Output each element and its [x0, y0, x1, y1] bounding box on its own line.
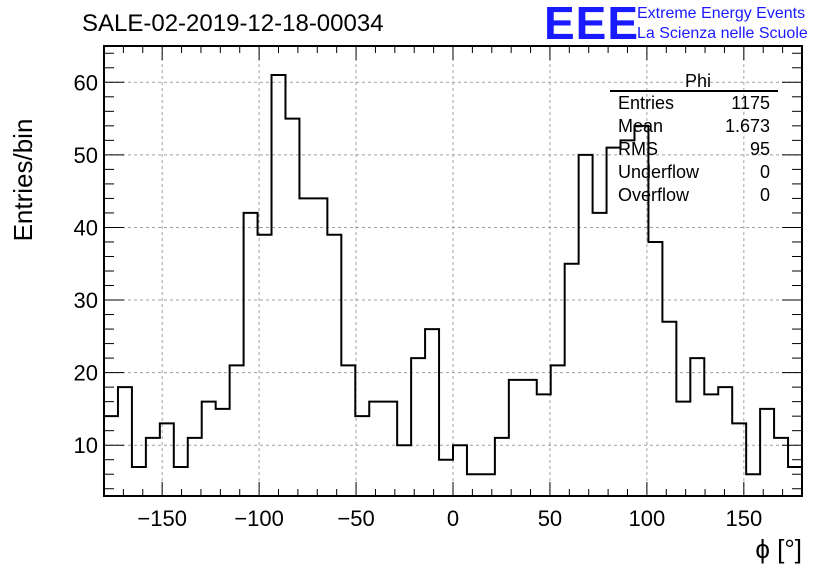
- eee-logo: EEE: [544, 0, 640, 49]
- y-tick-label: 20: [74, 361, 98, 386]
- stats-label: RMS: [618, 139, 658, 159]
- x-tick-label: 100: [629, 506, 666, 531]
- x-tick-labels: −150 −100 −50 0 50 100 150: [137, 506, 762, 531]
- stats-label: Mean: [618, 116, 664, 136]
- y-tick-label: 40: [74, 215, 98, 240]
- x-tick-label: 50: [538, 506, 562, 531]
- stats-row: Overflow 0: [610, 184, 778, 207]
- stats-name: Phi: [610, 72, 778, 92]
- stats-value: 0: [759, 162, 770, 182]
- chart-title: SALE-02-2019-12-18-00034: [82, 10, 384, 37]
- stats-value: 95: [749, 139, 770, 159]
- y-tick-label: 50: [74, 143, 98, 168]
- stats-box: Phi Entries 1175 Mean 1.673 RMS 95 Underflo…: [610, 72, 778, 207]
- y-axis-label: Entries/bin: [8, 118, 38, 242]
- stats-value: 1175: [731, 93, 770, 113]
- x-tick-label: 150: [725, 506, 762, 531]
- grid-lines: [104, 46, 802, 496]
- logo-caption-line2: La Scienza nelle Scuole: [637, 25, 808, 42]
- histogram-line: [104, 74, 802, 476]
- stats-row: Mean 1.673: [610, 115, 778, 138]
- x-axis-label: ϕ [°]: [755, 534, 802, 564]
- y-tick-labels: 10 20 30 40 50 60: [74, 70, 98, 458]
- stats-value: 0: [759, 185, 770, 205]
- axis-ticks: [104, 46, 802, 496]
- stats-row: Entries 1175: [610, 92, 778, 115]
- y-tick-label: 60: [74, 70, 98, 95]
- x-tick-label: 0: [447, 506, 459, 531]
- stats-row: Underflow 0: [610, 161, 778, 184]
- y-tick-label: 30: [74, 288, 98, 313]
- stats-row: RMS 95: [610, 138, 778, 161]
- stats-value: 1.673: [724, 116, 770, 136]
- x-tick-label: −50: [337, 506, 374, 531]
- stats-label: Entries: [618, 93, 675, 113]
- x-tick-label: −150: [137, 506, 187, 531]
- stats-label: Overflow: [618, 185, 690, 205]
- x-tick-label: −100: [234, 506, 284, 531]
- logo-caption-line1: Extreme Energy Events: [637, 5, 806, 22]
- y-tick-label: 10: [74, 433, 98, 458]
- stats-label: Underflow: [618, 162, 700, 182]
- logo-caption: Extreme Energy Events La Scienza nelle S…: [637, 4, 808, 44]
